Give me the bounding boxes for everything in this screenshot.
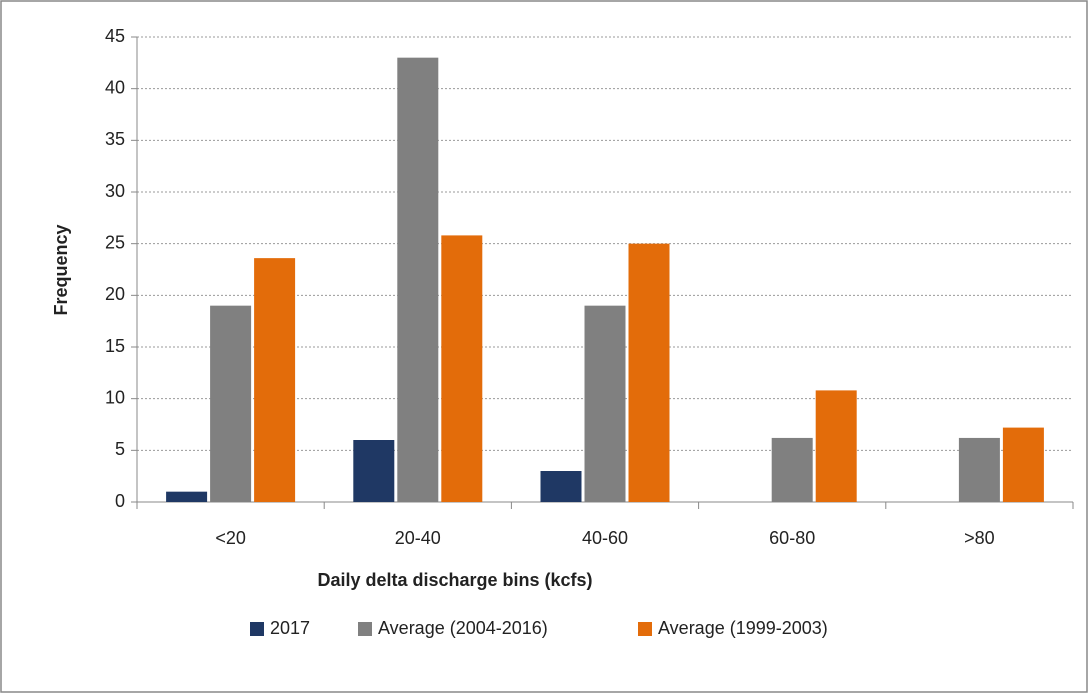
x-tick-label: 60-80	[769, 528, 815, 548]
y-tick-label: 5	[115, 439, 125, 459]
y-axis-label: Frequency	[51, 224, 71, 315]
y-tick-label: 0	[115, 491, 125, 511]
bar	[815, 390, 857, 502]
bar	[958, 437, 1000, 502]
legend-swatch	[358, 622, 372, 636]
bar	[166, 491, 208, 502]
legend-label: 2017	[270, 618, 310, 638]
y-tick-label: 20	[105, 284, 125, 304]
x-tick-label: >80	[964, 528, 995, 548]
y-tick-label: 10	[105, 387, 125, 407]
y-tick-label: 15	[105, 336, 125, 356]
y-tick-label: 35	[105, 129, 125, 149]
bar	[397, 57, 439, 503]
bar	[254, 258, 296, 502]
x-tick-label: <20	[215, 528, 246, 548]
bar	[540, 471, 582, 502]
bar	[771, 437, 813, 502]
bar	[584, 305, 626, 502]
bar	[353, 440, 395, 502]
x-tick-label: 40-60	[582, 528, 628, 548]
y-tick-label: 40	[105, 77, 125, 97]
bar	[1002, 427, 1044, 502]
y-tick-label: 25	[105, 232, 125, 252]
x-tick-label: 20-40	[395, 528, 441, 548]
legend-label: Average (1999-2003)	[658, 618, 828, 638]
legend-swatch	[638, 622, 652, 636]
legend-label: Average (2004-2016)	[378, 618, 548, 638]
y-tick-label: 30	[105, 181, 125, 201]
legend-swatch	[250, 622, 264, 636]
bar	[210, 305, 252, 502]
bar	[628, 243, 670, 502]
x-axis-label: Daily delta discharge bins (kcfs)	[317, 570, 592, 590]
y-tick-label: 45	[105, 26, 125, 46]
bar	[441, 235, 483, 502]
